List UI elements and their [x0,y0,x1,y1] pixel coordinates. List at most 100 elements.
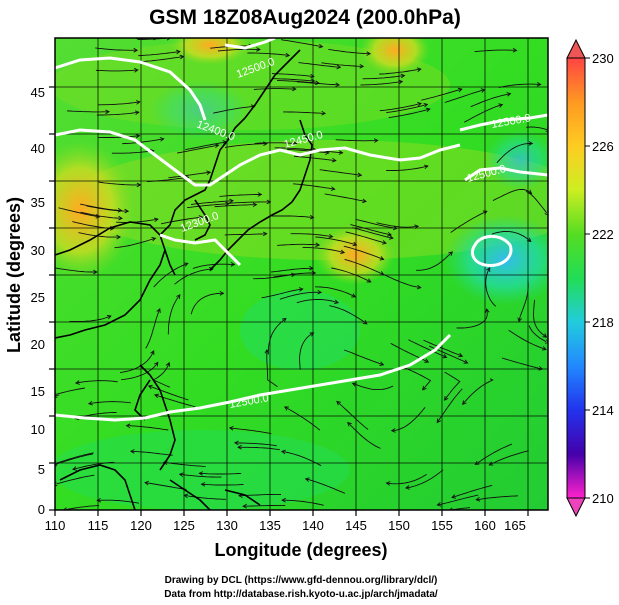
streamline-arrow [291,272,296,278]
colorbar-label: 226 [592,139,614,154]
streamline-arrow [366,278,372,283]
streamline-arrow [325,150,330,155]
streamline [272,78,315,82]
streamline-arrow [151,237,157,242]
x-tick-label: 125 [173,518,195,533]
streamline-arrow [512,47,518,53]
streamline [379,102,422,112]
colorbar-label: 210 [592,491,614,506]
streamline-arrow [147,384,153,390]
streamline [72,461,115,470]
streamline [281,450,322,467]
height-contours [55,38,548,422]
streamline [122,138,164,145]
streamline [55,453,94,465]
streamline [508,329,547,350]
streamline [498,83,541,88]
streamline [329,305,368,325]
streamline-arrow [133,47,139,53]
streamline-arrow [328,233,334,239]
streamline [119,350,155,374]
colorbar: 230 226 222 218 214 210 [566,38,614,518]
y-axis-title: Latitude (degrees) [4,197,24,353]
streamline-arrow [484,308,490,314]
streamline [184,494,226,500]
streamline [470,93,511,108]
streamline-arrow [298,287,304,292]
streamline-arrow [351,382,357,387]
streamline [98,181,141,186]
streamline [219,193,262,197]
streamline [345,231,387,244]
streamline-arrow [150,350,155,356]
streamline-arrow [176,49,181,55]
streamline [247,52,290,56]
streamline [72,221,114,229]
x-tick-label: 155 [431,518,453,533]
streamline-arrow [457,87,463,93]
streamline-arrow [321,110,327,116]
streamline-arrow [318,43,324,49]
streamline-arrow [105,109,110,115]
x-tick-label: 165 [504,518,526,533]
streamline-arrow [392,225,398,231]
streamline-arrow [335,82,341,88]
streamline-arrow [229,198,234,204]
streamline [80,203,122,212]
streamline-arrow [257,192,263,197]
streamline [58,207,100,218]
streamline-arrow [206,170,212,175]
streamline [528,325,547,342]
streamlines [55,38,548,510]
streamline [148,385,189,401]
streamline-arrow [474,460,480,466]
streamline [403,366,432,391]
streamline [319,169,362,176]
streamline-arrow [414,224,420,229]
streamline [331,267,371,283]
x-tick-label: 140 [302,518,324,533]
streamline-arrow [266,199,272,205]
streamline [185,141,227,151]
x-tick-label: 120 [130,518,152,533]
streamline [146,176,189,182]
streamline [290,233,333,238]
streamline-arrow [309,214,315,220]
streamline [485,267,497,307]
streamline-arrow [416,67,422,72]
streamline-arrow [315,242,321,248]
streamline [437,494,479,506]
streamline-arrow [381,240,387,245]
streamline [111,150,154,154]
streamline-arrow [233,440,239,446]
streamline-arrow [527,189,533,195]
streamline [297,81,340,86]
streamline [491,230,532,242]
streamline [214,204,257,208]
streamline [405,469,444,489]
streamline-arrow [417,101,423,107]
streamline-arrow [538,366,544,371]
streamline-arrow [423,164,429,170]
streamline-arrow [388,235,394,240]
streamline [167,294,181,335]
streamline-arrow [292,141,298,146]
y-tick-label: 15 [31,384,45,399]
streamline [179,473,222,478]
streamline [187,203,229,209]
streamline-arrow [462,400,467,406]
streamline [116,218,158,223]
streamline [96,111,139,116]
streamline-arrow [256,47,261,52]
streamline-arrow [156,308,161,313]
streamline [121,362,159,381]
streamline [496,142,533,164]
streamline [141,56,184,63]
streamline-arrow [225,201,230,207]
x-tick-label: 115 [88,518,109,533]
x-tick-label: 160 [474,518,496,533]
streamline [228,201,271,204]
streamline-arrow [176,294,181,299]
streamline [66,505,100,510]
streamline [451,484,493,498]
